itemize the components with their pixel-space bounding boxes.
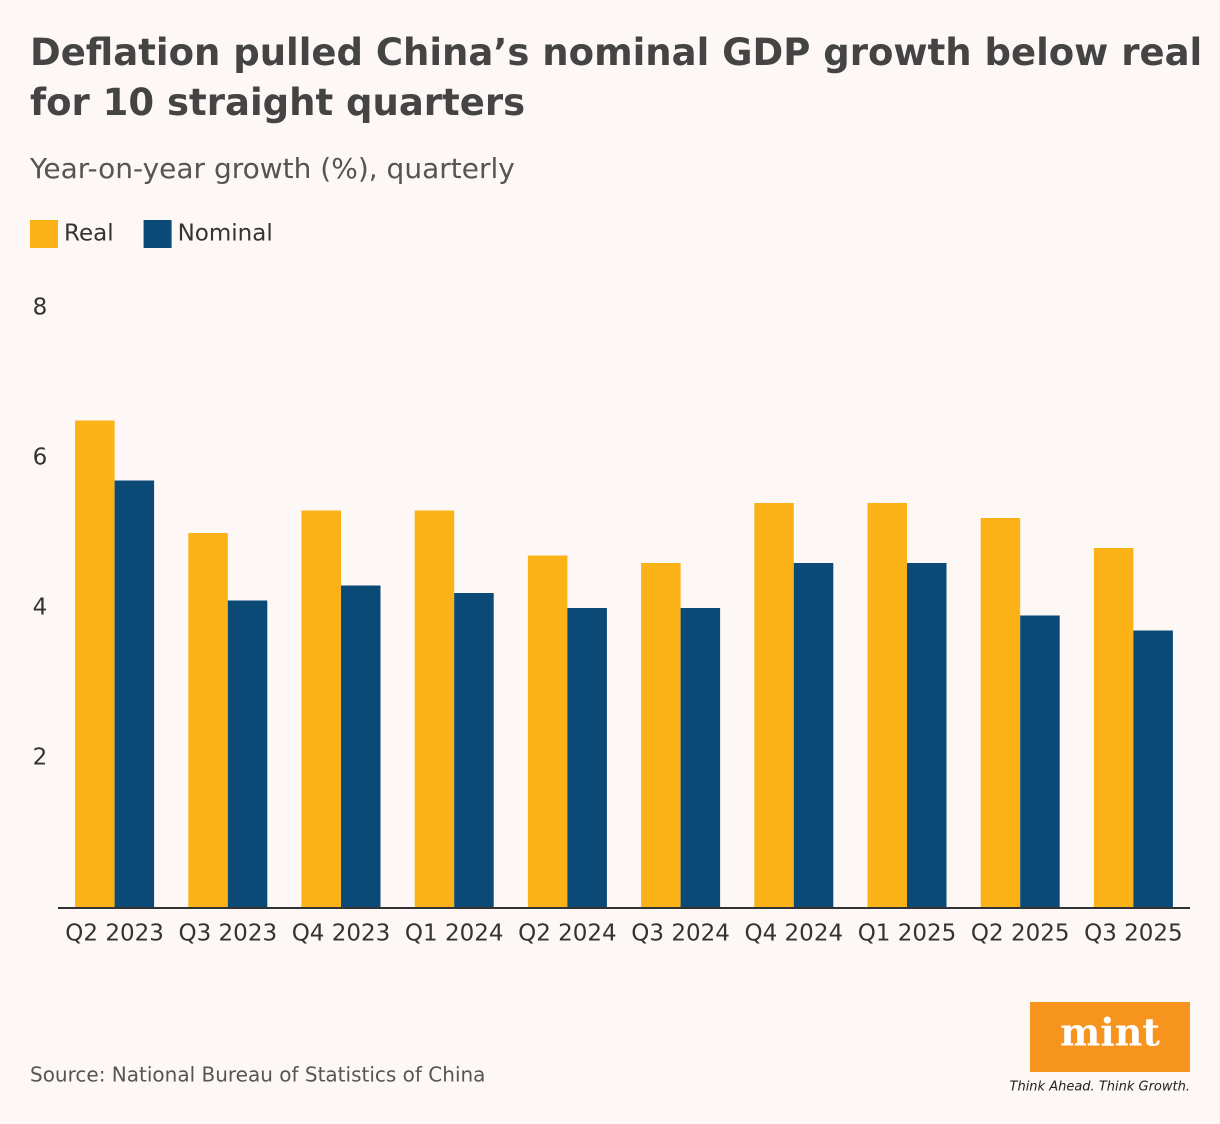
y-tick-label: 8 xyxy=(33,295,48,321)
bar xyxy=(793,563,834,908)
bar xyxy=(341,585,381,908)
x-tick-label: Q1 2025 xyxy=(858,921,957,947)
bar xyxy=(680,608,721,908)
bar xyxy=(114,480,155,908)
bar xyxy=(188,533,228,908)
legend-swatch xyxy=(30,220,58,248)
bar xyxy=(867,503,907,908)
x-tick-label: Q4 2023 xyxy=(292,921,391,947)
y-tick-label: 6 xyxy=(33,445,48,471)
x-tick-label: Q3 2023 xyxy=(179,921,278,947)
x-tick-label: Q1 2024 xyxy=(405,921,504,947)
logo-tagline: Think Ahead. Think Growth. xyxy=(1010,1080,1190,1095)
bar xyxy=(1093,548,1134,908)
x-tick-label: Q2 2023 xyxy=(65,921,164,947)
bar xyxy=(301,510,341,908)
legend-label: Nominal xyxy=(178,221,273,247)
bar xyxy=(1020,615,1060,908)
chart-subtitle: Year-on-year growth (%), quarterly xyxy=(29,152,515,185)
chart-title: Deflation pulled China’s nominal GDP gro… xyxy=(30,31,1202,124)
bar xyxy=(980,518,1021,908)
legend-swatch xyxy=(143,220,172,248)
bar xyxy=(907,563,947,908)
x-tick-label: Q2 2025 xyxy=(971,921,1070,947)
legend-label: Real xyxy=(64,221,114,247)
y-tick-label: 2 xyxy=(33,745,48,771)
bar xyxy=(527,555,568,908)
bar xyxy=(641,563,681,908)
source: Source: National Bureau of Statistics of… xyxy=(30,1063,485,1087)
bar xyxy=(754,503,794,908)
logo-text: mint xyxy=(1060,1010,1160,1055)
x-tick-label: Q2 2024 xyxy=(518,921,617,947)
x-tick-label: Q3 2025 xyxy=(1084,921,1183,947)
x-tick-label: Q4 2024 xyxy=(745,921,844,947)
logo-box xyxy=(1030,1002,1190,1072)
bar xyxy=(454,593,494,908)
x-tick-label: Q3 2024 xyxy=(631,921,730,947)
y-tick-label: 4 xyxy=(33,595,48,621)
bar xyxy=(567,608,607,908)
bar xyxy=(1133,630,1173,908)
bar xyxy=(414,510,455,908)
bar xyxy=(75,420,115,908)
bar xyxy=(227,600,268,908)
